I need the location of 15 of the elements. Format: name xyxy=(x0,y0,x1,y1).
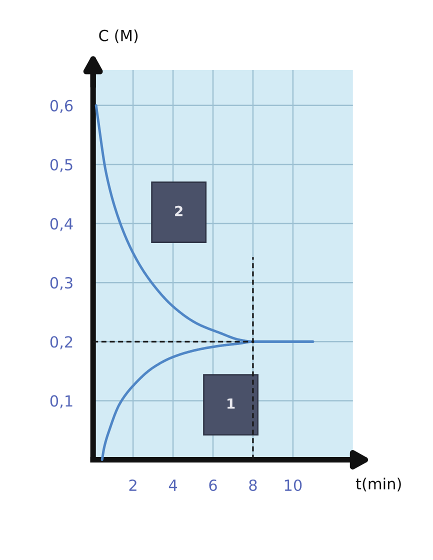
annotation: 2 xyxy=(175,206,182,216)
y-axis-title: C (M) xyxy=(99,29,138,44)
y-tick-label: 0,3 xyxy=(50,277,72,290)
y-tick-label: 0,1 xyxy=(50,395,72,408)
x-tick-label: 10 xyxy=(284,479,302,492)
annotation: 1 xyxy=(228,398,235,409)
x-tick-label: 4 xyxy=(168,480,178,491)
x-axis-title: t(min) xyxy=(356,478,401,492)
y-tick-label: 0,5 xyxy=(50,158,72,172)
x-tick-label: 6 xyxy=(209,479,217,492)
y-tick-label: 0,4 xyxy=(50,218,73,232)
y-tick-label: 0,6 xyxy=(50,100,73,114)
x-tick-label: 2 xyxy=(129,479,136,491)
y-tick-label: 0,2 xyxy=(50,336,72,350)
x-tick-label: 8 xyxy=(249,479,257,492)
